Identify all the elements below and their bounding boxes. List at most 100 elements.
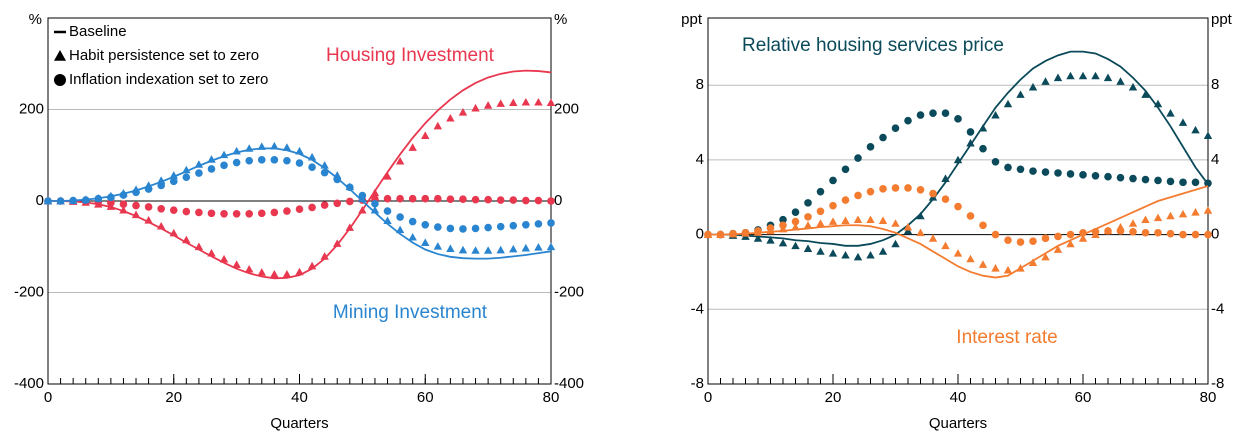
circle-marker [358,191,367,200]
circle-marker [754,227,762,235]
circle-marker [841,196,850,204]
y-tick-label: 0 [36,192,44,209]
circle-marker [169,206,178,214]
circle-marker [308,203,316,212]
circle-marker [245,156,253,165]
triangle-marker [282,270,292,278]
x-tick-label: 40 [291,389,308,406]
circle-marker [741,228,750,237]
y2-tick-label: 0 [554,192,562,209]
triangle-marker [1203,131,1213,140]
circle-marker [496,196,505,204]
circle-marker [195,208,203,217]
triangle-marker [521,243,531,252]
triangle-marker [345,223,354,231]
triangle-marker [232,146,241,155]
circle-marker [119,200,128,209]
triangle-marker [546,242,556,251]
circle-marker [1141,175,1150,184]
circle-marker [182,207,191,216]
triangle-marker [1116,77,1125,85]
circle-marker [132,201,140,210]
y-tick-label: -4 [691,300,704,317]
legend-label: Baseline [69,23,127,40]
circle-marker [791,217,800,226]
circle-marker [257,209,266,218]
triangle-marker [257,142,266,150]
circle-marker [866,143,875,151]
y-tick-label: 4 [696,151,704,168]
circle-marker [371,199,379,208]
circle-marker [270,208,279,217]
circle-marker [333,175,342,184]
triangle-marker [1066,71,1075,80]
triangle-marker [395,156,405,165]
circle-marker [44,197,52,205]
circle-marker [891,184,900,192]
triangle-marker [245,264,254,273]
circle-marker [69,196,77,205]
circle-marker [484,195,492,204]
triangle-marker [370,205,380,214]
triangle-marker [828,217,838,225]
triangle-marker [370,188,380,197]
circle-marker [509,196,518,204]
circle-marker [816,187,825,196]
circle-marker [991,230,1000,239]
triangle-marker [509,244,518,253]
triangle-marker [282,143,292,151]
triangle-marker [521,97,531,106]
triangle-marker [841,216,850,224]
triangle-marker [433,121,443,130]
triangle-marker [320,161,329,169]
circle-marker [954,202,962,211]
triangle-marker [219,150,229,159]
circle-marker [346,197,354,206]
series-label: Interest rate [956,327,1057,348]
triangle-marker [853,215,863,224]
triangle-marker [333,239,342,247]
circle-marker [1179,178,1187,187]
y-tick-label: 0 [696,226,704,243]
y2-tick-label: 0 [1211,226,1219,243]
y2-tick-label: 4 [1211,151,1219,168]
legend-label: Habit persistence set to zero [69,47,259,64]
triangle-marker [270,141,279,150]
triangle-marker [1141,215,1150,224]
circle-marker [1004,163,1012,172]
circle-marker [119,191,128,199]
triangle-marker [496,245,505,254]
y-tick-label: -200 [14,283,44,300]
circle-marker [941,109,950,118]
x-tick-label: 80 [1200,389,1217,406]
circle-marker [779,215,787,224]
triangle-marker [257,268,266,276]
circle-marker [916,185,925,194]
triangle-marker [803,221,813,229]
circle-marker [1029,237,1037,245]
triangle-marker [1041,252,1050,261]
triangle-marker [1041,77,1050,85]
triangle-marker [408,143,417,151]
y2-axis-unit: % [554,11,567,28]
circle-marker [979,221,987,230]
circle-marker [841,165,850,174]
triangle-marker [433,242,443,250]
circle-marker [308,163,316,171]
triangle-marker [395,225,405,234]
triangle-marker [534,243,543,251]
triangle-marker [534,97,543,106]
triangle-marker [194,242,204,251]
circle-marker [966,212,975,220]
circle-marker [56,197,65,205]
circle-marker [1204,179,1212,188]
triangle-marker [546,98,556,106]
circle-marker [879,185,887,193]
y2-tick-label: 8 [1211,76,1219,93]
triangle-marker [1203,206,1213,214]
triangle-marker [207,155,216,163]
x-tick-label: 40 [950,389,967,406]
circle-marker [534,220,543,228]
circle-marker [1004,236,1012,245]
circle-marker [534,196,543,205]
